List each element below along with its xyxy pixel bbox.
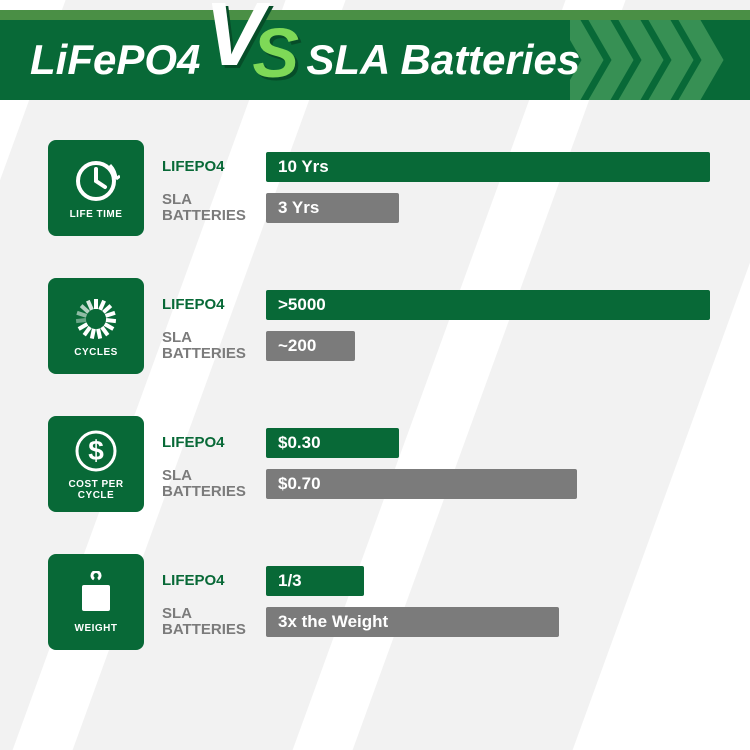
- bar-line-sla: SLA BATTERIES $0.70: [162, 468, 710, 500]
- bar-track: $0.30: [266, 428, 710, 458]
- comparison-row: LIFE TIME LIFEPO4 10 Yrs SLA BATTERIES 3 Yrs: [48, 140, 710, 236]
- bar-lifepo4: >5000: [266, 290, 710, 320]
- metric-bars: LIFEPO4 10 Yrs SLA BATTERIES 3 Yrs: [144, 140, 710, 236]
- series-label-lifepo4: LIFEPO4: [162, 159, 266, 175]
- bar-value: $0.70: [278, 474, 321, 494]
- cycles-icon: [72, 295, 120, 343]
- bar-value: 1/3: [278, 571, 302, 591]
- bar-value: >5000: [278, 295, 326, 315]
- metric-icon-tile: COST PER CYCLE: [48, 416, 144, 512]
- bar-lifepo4: $0.30: [266, 428, 399, 458]
- bar-track: 10 Yrs: [266, 152, 710, 182]
- bar-sla: $0.70: [266, 469, 577, 499]
- title-right: SLA Batteries: [306, 36, 580, 84]
- metric-icon-label: CYCLES: [70, 347, 122, 358]
- bar-line-lifepo4: LIFEPO4 10 Yrs: [162, 152, 710, 182]
- header: LiFePO4 V S SLA Batteries: [0, 0, 750, 120]
- series-label-lifepo4: LIFEPO4: [162, 573, 266, 589]
- bar-value: 10 Yrs: [278, 157, 329, 177]
- vs-graphic: V S: [204, 0, 314, 120]
- metric-icon-label: WEIGHT: [71, 623, 122, 634]
- bar-line-lifepo4: LIFEPO4 1/3: [162, 566, 710, 596]
- metric-icon-tile: WEIGHT: [48, 554, 144, 650]
- metric-bars: LIFEPO4 $0.30 SLA BATTERIES $0.70: [144, 416, 710, 512]
- bar-line-lifepo4: LIFEPO4 $0.30: [162, 428, 710, 458]
- vs-letter-s: S: [252, 18, 299, 88]
- comparison-row: WEIGHT LIFEPO4 1/3 SLA BATTERIES 3x the Weig…: [48, 554, 710, 650]
- bar-track: 3x the Weight: [266, 607, 710, 637]
- series-label-sla: SLA BATTERIES: [162, 606, 266, 638]
- series-label-sla: SLA BATTERIES: [162, 192, 266, 224]
- bar-track: 1/3: [266, 566, 710, 596]
- metric-icon-label: LIFE TIME: [66, 209, 127, 220]
- bar-track: $0.70: [266, 469, 710, 499]
- bar-value: 3x the Weight: [278, 612, 388, 632]
- dollar-icon: [72, 427, 120, 475]
- clock-icon: [72, 157, 120, 205]
- bar-track: >5000: [266, 290, 710, 320]
- metric-icon-tile: CYCLES: [48, 278, 144, 374]
- metric-icon-label: COST PER CYCLE: [48, 479, 144, 501]
- series-label-sla: SLA BATTERIES: [162, 468, 266, 500]
- bar-sla: 3 Yrs: [266, 193, 399, 223]
- metric-icon-tile: LIFE TIME: [48, 140, 144, 236]
- bar-value: $0.30: [278, 433, 321, 453]
- bar-line-sla: SLA BATTERIES 3x the Weight: [162, 606, 710, 638]
- metric-bars: LIFEPO4 1/3 SLA BATTERIES 3x the Weight: [144, 554, 710, 650]
- comparison-row: COST PER CYCLE LIFEPO4 $0.30 SLA BATTERIES $…: [48, 416, 710, 512]
- bar-line-sla: SLA BATTERIES 3 Yrs: [162, 192, 710, 224]
- bar-value: ~200: [278, 336, 316, 356]
- bar-track: 3 Yrs: [266, 193, 710, 223]
- bar-value: 3 Yrs: [278, 198, 319, 218]
- bar-sla: 3x the Weight: [266, 607, 559, 637]
- bar-sla: ~200: [266, 331, 355, 361]
- series-label-lifepo4: LIFEPO4: [162, 435, 266, 451]
- bar-track: ~200: [266, 331, 710, 361]
- title-left: LiFePO4: [30, 36, 200, 84]
- bar-line-sla: SLA BATTERIES ~200: [162, 330, 710, 362]
- series-label-lifepo4: LIFEPO4: [162, 297, 266, 313]
- bar-lifepo4: 10 Yrs: [266, 152, 710, 182]
- metric-bars: LIFEPO4 >5000 SLA BATTERIES ~200: [144, 278, 710, 374]
- series-label-sla: SLA BATTERIES: [162, 330, 266, 362]
- comparison-row: CYCLES LIFEPO4 >5000 SLA BATTERIES ~200: [48, 278, 710, 374]
- bar-lifepo4: 1/3: [266, 566, 364, 596]
- comparison-rows: LIFE TIME LIFEPO4 10 Yrs SLA BATTERIES 3 Yrs…: [0, 120, 750, 650]
- header-chevrons: [570, 20, 750, 100]
- header-stripe: LiFePO4 V S SLA Batteries: [0, 20, 750, 100]
- weight-icon: [72, 571, 120, 619]
- bar-line-lifepo4: LIFEPO4 >5000: [162, 290, 710, 320]
